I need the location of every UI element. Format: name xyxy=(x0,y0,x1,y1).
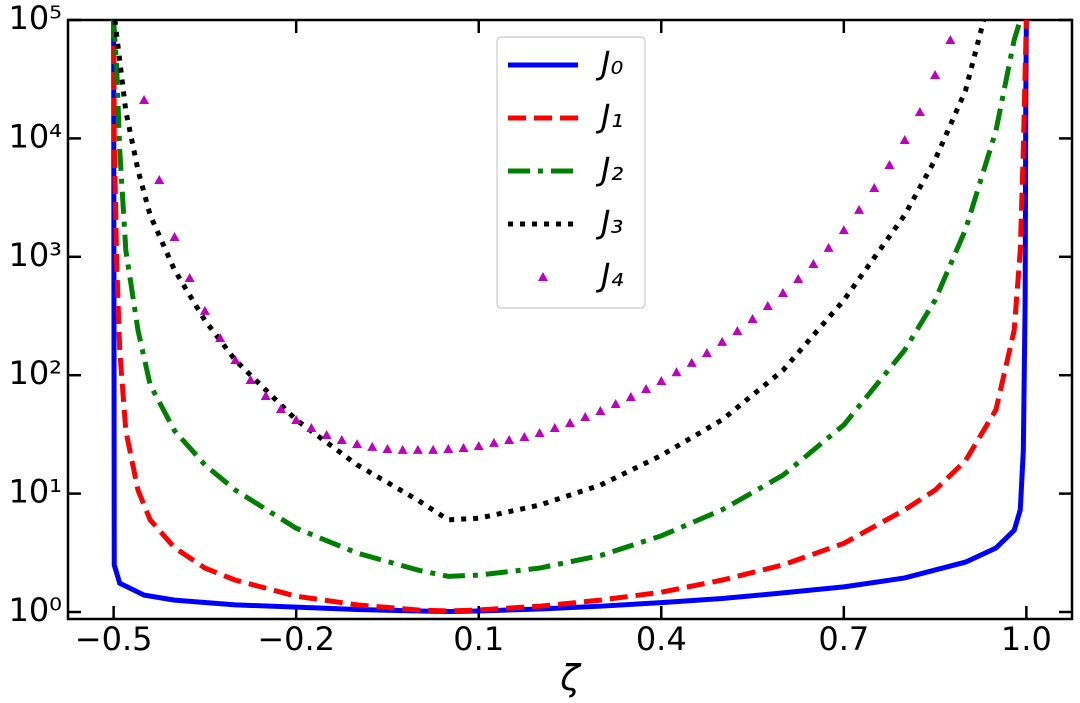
marker xyxy=(428,444,439,454)
marker xyxy=(382,444,393,454)
marker xyxy=(777,287,788,297)
x-axis-label: ζ xyxy=(559,658,582,699)
marker xyxy=(732,326,743,336)
y-tick-label: 10² xyxy=(8,354,62,392)
marker xyxy=(899,135,910,145)
marker xyxy=(595,405,606,415)
line xyxy=(111,20,1029,614)
marker xyxy=(519,431,530,441)
marker xyxy=(838,225,849,235)
marker xyxy=(352,439,363,449)
marker xyxy=(488,437,499,447)
marker xyxy=(321,429,332,439)
marker xyxy=(565,417,575,427)
marker xyxy=(747,314,758,324)
marker xyxy=(139,95,150,105)
marker xyxy=(914,107,925,117)
x-tick-label: −0.2 xyxy=(257,620,335,658)
marker xyxy=(930,70,941,80)
y-tick-label: 10⁰ xyxy=(8,591,62,629)
marker xyxy=(504,434,515,444)
marker xyxy=(291,414,302,424)
x-tick-label: −0.5 xyxy=(75,620,153,658)
x-tick-label: 0.7 xyxy=(818,620,869,658)
marker xyxy=(793,273,804,283)
marker xyxy=(275,404,286,414)
y-tick-label: 10³ xyxy=(8,236,62,274)
marker xyxy=(534,428,545,438)
x-tick-label: 0.1 xyxy=(453,620,504,658)
marker xyxy=(884,160,895,170)
marker xyxy=(869,183,880,193)
marker xyxy=(625,391,636,401)
marker xyxy=(412,444,423,454)
marker xyxy=(336,434,347,444)
marker xyxy=(701,348,712,358)
y-tick-label: 10⁴ xyxy=(8,117,62,155)
x-tick-label: 0.4 xyxy=(636,620,687,658)
marker xyxy=(671,367,682,377)
marker xyxy=(260,391,271,401)
marker xyxy=(549,423,560,433)
line xyxy=(111,20,1029,615)
marker xyxy=(245,375,256,385)
marker xyxy=(641,384,652,394)
marker xyxy=(458,442,469,452)
x-tick-label: 1.0 xyxy=(1001,620,1052,658)
marker xyxy=(656,376,667,386)
marker xyxy=(854,204,865,214)
marker xyxy=(397,444,408,454)
marker xyxy=(215,333,226,343)
marker xyxy=(306,423,317,433)
marker xyxy=(154,175,165,185)
marker xyxy=(823,242,834,252)
marker xyxy=(808,259,819,269)
marker xyxy=(762,301,773,311)
marker xyxy=(169,231,180,241)
y-tick-label: 10⁵ xyxy=(8,0,62,37)
marker xyxy=(367,441,378,451)
marker xyxy=(184,273,195,283)
marker xyxy=(580,411,591,421)
line xyxy=(112,20,987,523)
marker xyxy=(473,441,484,451)
line xyxy=(111,20,1023,579)
marker xyxy=(199,305,210,315)
marker xyxy=(443,444,454,454)
plot-area xyxy=(111,20,1029,615)
legend-marker xyxy=(538,272,548,281)
y-tick-label: 10¹ xyxy=(8,473,62,511)
marker xyxy=(610,399,621,409)
marker xyxy=(686,357,697,367)
marker xyxy=(945,34,956,44)
marker xyxy=(230,355,241,365)
marker xyxy=(717,336,728,346)
